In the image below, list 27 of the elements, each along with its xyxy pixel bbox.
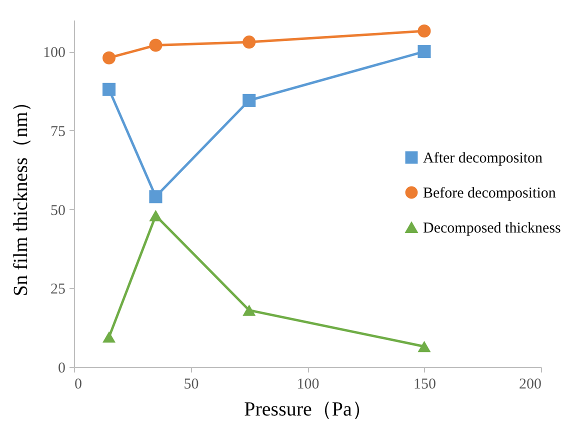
legend-label: Before decomposition — [423, 186, 556, 202]
point — [242, 36, 256, 49]
y-tick-label: 0 — [58, 360, 66, 376]
y-tick-label: 50 — [50, 202, 66, 219]
point — [242, 94, 256, 107]
y-tick-label: 25 — [50, 282, 66, 298]
x-axis-title: Pressure（Pa） — [244, 398, 372, 420]
x-tick-label: 0 — [74, 376, 82, 392]
y-axis-title: Sn film thickness（nm） — [10, 92, 32, 296]
x-tick-label: 50 — [184, 376, 199, 392]
point — [418, 24, 431, 38]
y-tick-label: 75 — [50, 124, 66, 140]
point — [418, 340, 431, 352]
point — [149, 38, 162, 52]
point — [242, 304, 256, 316]
point — [102, 51, 116, 64]
legend-label: Decomposed thickness — [423, 220, 562, 236]
x-tick-label: 100 — [296, 376, 320, 392]
x-tick-label: 150 — [414, 376, 436, 392]
x-tick-label: 200 — [519, 376, 542, 392]
point — [149, 190, 162, 204]
point — [102, 82, 116, 96]
point — [418, 45, 431, 58]
point — [102, 331, 116, 343]
point — [149, 210, 162, 222]
y-tick-label: 100 — [43, 45, 66, 62]
legend-label: After decompositon — [423, 150, 544, 166]
